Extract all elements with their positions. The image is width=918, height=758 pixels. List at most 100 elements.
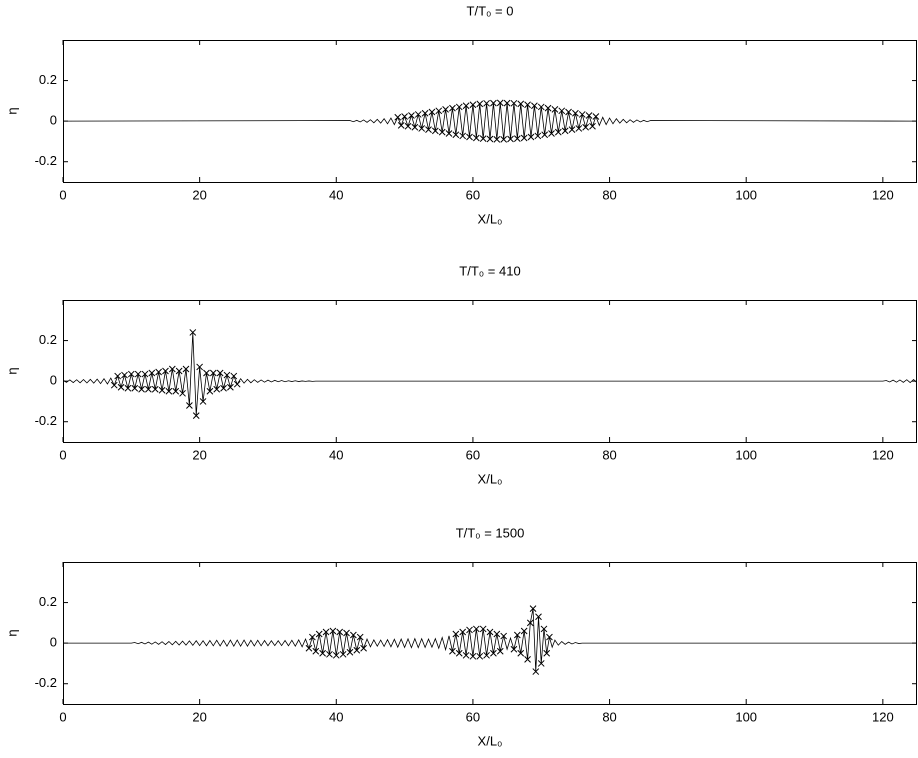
subplot: T/T₀ = 410 X/L₀ η 0 20 40 60 80 100 120 -0.2 0 0.2 [4,263,917,486]
x-marker [209,369,217,377]
x-marker [524,656,531,663]
x-tick-label: 60 [466,187,480,202]
plot-area [63,605,917,675]
x-marker [438,128,446,136]
wave-line [63,377,115,386]
y-tick-label: -0.2 [35,413,57,428]
x-marker [332,651,340,659]
x-marker [469,652,477,660]
x-marker [175,367,183,375]
x-marker [397,122,405,129]
x-marker [449,647,456,655]
x-marker [493,136,501,143]
x-marker [168,365,176,373]
x-marker [462,102,470,110]
x-marker [339,650,347,658]
y-axis-label: η [4,367,19,374]
wave-line [63,638,310,649]
x-marker [151,385,159,393]
x-marker [414,111,422,118]
wave-line [503,635,515,651]
x-marker [479,625,487,633]
x-marker [449,104,456,112]
x-marker [329,627,337,635]
x-marker [466,133,473,141]
x-marker [537,660,545,667]
x-marker [442,106,449,113]
x-marker [322,628,330,636]
x-marker [476,652,484,660]
x-marker [404,122,412,130]
subplot: T/T₀ = 0 X/L₀ η 0 20 40 60 80 100 120 -0.2 0 0.2 [4,3,917,226]
x-marker [572,109,579,117]
x-marker [554,128,562,136]
x-marker [336,628,344,636]
x-marker [114,372,122,380]
x-marker [134,370,142,378]
x-marker [452,630,460,638]
x-marker [431,127,439,135]
x-marker [472,134,480,142]
x-tick-label: 20 [192,187,206,202]
x-tick-label: 40 [329,187,343,202]
x-marker [483,651,490,659]
axes-box [63,562,917,705]
x-marker [186,402,193,409]
x-marker [479,135,487,142]
x-marker [455,103,463,111]
x-marker [230,372,238,380]
x-marker [203,369,210,377]
x-marker [543,649,551,657]
x-marker [575,125,583,132]
x-axis-label: X/L₀ [478,211,503,226]
x-axis-label: X/L₀ [478,471,503,486]
x-marker [529,605,537,613]
x-marker [353,646,361,654]
x-marker [526,619,534,627]
x-marker [356,633,364,641]
x-tick-label: 120 [872,187,894,202]
y-axis-label: η [4,629,19,636]
x-marker [486,135,494,143]
x-marker [346,648,354,656]
x-marker [319,649,326,657]
wave-line [236,378,917,385]
x-marker [483,99,490,107]
subplot-title: T/T₀ = 1500 [456,525,525,540]
x-marker [425,126,432,134]
x-marker [452,131,460,139]
x-marker [394,113,402,121]
x-marker [496,647,504,655]
x-marker [145,385,152,393]
axes-box [63,40,917,183]
x-marker [428,108,436,116]
x-marker [220,384,227,392]
x-tick-label: 100 [735,187,757,202]
y-tick-label: 0 [50,373,57,388]
x-marker [343,629,350,637]
wave-line [63,117,399,126]
x-marker [493,630,501,638]
x-marker [466,626,473,634]
x-marker [117,383,125,391]
plot-area [63,99,917,143]
x-tick-label: 0 [59,447,66,462]
axes-box [63,300,917,443]
x-marker [524,101,531,109]
x-marker [165,387,173,395]
x-marker [535,613,542,621]
x-marker [141,370,149,378]
wave-line [549,636,917,649]
x-marker [520,134,528,142]
x-marker [350,631,357,639]
x-marker [199,398,207,405]
x-marker [121,371,128,379]
x-marker [462,651,470,659]
x-marker [546,633,553,641]
x-marker [411,123,419,131]
plot-area [63,329,917,419]
y-axis-label: η [4,107,19,114]
x-axis-label: X/L₀ [478,733,503,748]
x-marker [435,107,443,115]
